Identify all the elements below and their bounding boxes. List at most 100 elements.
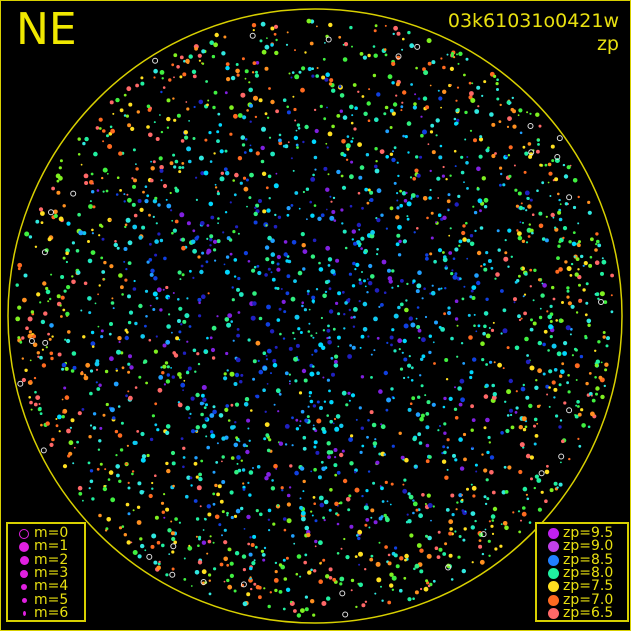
star [61,415,65,419]
star [311,299,315,303]
star [82,231,87,236]
star [112,307,115,310]
star [461,568,466,574]
star [583,261,588,266]
star [200,171,205,176]
star [500,431,504,435]
star [448,553,453,558]
star [185,405,191,411]
star [102,129,106,133]
star [313,502,317,506]
star [384,105,389,110]
star [154,515,159,520]
star [34,390,37,394]
star [246,592,251,597]
star [312,336,315,339]
star [447,209,450,212]
star [430,211,434,215]
star [246,109,249,112]
star [172,153,176,157]
star [456,324,459,327]
star [541,282,544,285]
star [40,319,46,325]
star [71,351,77,356]
star [227,547,232,552]
star [435,134,438,137]
star [455,508,458,511]
star [446,199,451,204]
star [144,199,149,204]
star [17,305,22,310]
star [125,217,131,223]
star [250,409,253,412]
star [137,199,142,203]
star [98,513,102,518]
star [71,241,75,245]
star [220,171,224,175]
star [490,328,495,332]
star [222,231,225,234]
star [298,70,302,74]
star [329,78,334,83]
star [341,290,345,294]
star [200,459,204,463]
star [190,429,196,434]
star [301,301,305,305]
star [180,382,186,388]
star [114,429,119,434]
star [402,488,408,494]
star [452,257,456,261]
star [109,100,114,105]
star [586,318,592,324]
star [598,375,603,380]
star [89,479,94,484]
star [56,179,60,183]
star [485,297,489,301]
star [535,379,538,382]
star [454,458,458,462]
star [328,508,332,512]
star [61,362,67,368]
star [195,517,200,521]
star [520,202,523,205]
star [167,296,170,299]
star [557,210,562,215]
star [351,45,353,48]
star [72,462,75,465]
star [427,584,431,588]
star [230,320,233,323]
star [560,461,562,464]
star [328,389,331,393]
star [462,538,466,542]
star [92,182,94,185]
star [316,25,318,28]
star [178,166,182,170]
star [549,320,553,323]
star [323,499,329,505]
star [101,176,104,180]
star [464,138,467,141]
star [610,273,614,278]
star [57,414,62,420]
star [264,476,269,481]
star [144,324,147,328]
star [232,230,236,234]
star [40,221,44,225]
star [523,311,527,316]
star [459,466,465,471]
star [181,166,185,169]
star [379,149,385,155]
star [230,515,234,520]
star [165,461,169,466]
star [476,280,481,286]
star [358,278,362,282]
star [240,373,244,377]
star [312,427,316,431]
star [273,24,279,29]
star [500,523,503,525]
star [341,185,347,190]
star [85,362,91,368]
star [566,289,570,293]
star [214,186,218,189]
star [363,111,368,117]
